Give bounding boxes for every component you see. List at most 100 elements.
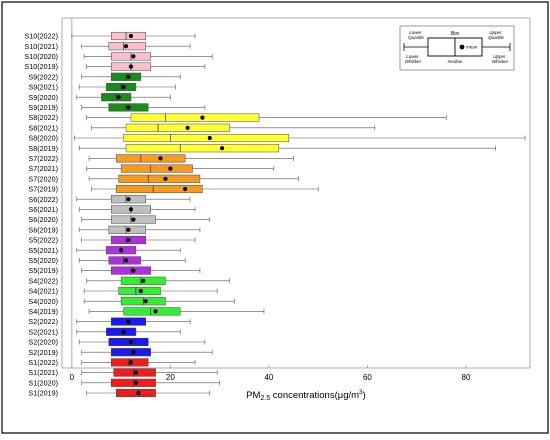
legend-lower-whisker-line1: Lower xyxy=(406,54,419,59)
y-tick-label: S10(2022) xyxy=(24,32,58,41)
x-axis-label-suffix: concentrations(µg/m xyxy=(270,390,359,401)
y-tick-label: S8(2020) xyxy=(28,134,58,143)
legend-upper-quartile-line2: Quartile xyxy=(488,35,504,40)
y-tick-label: S7(2020) xyxy=(28,174,58,183)
box-s2-2022-mean xyxy=(126,319,131,324)
box-s4-2019-iqr xyxy=(123,307,181,316)
x-axis-label: PM2.5 concentrations(µg/m3) xyxy=(246,389,366,402)
box-s6-2019-mean xyxy=(126,227,131,232)
box-s5-2022-mean xyxy=(126,237,131,243)
y-tick-label: S10(2019) xyxy=(24,62,58,71)
x-axis-ticks: 0 20 40 60 80 xyxy=(70,365,471,382)
y-tick-label: S4(2020) xyxy=(28,297,58,306)
y-tick-label: S5(2022) xyxy=(28,236,58,245)
box-s4-2019-mean xyxy=(153,309,158,314)
box-s6-2022-mean xyxy=(126,197,131,202)
box-s7-2022-iqr xyxy=(115,154,186,163)
legend-mean-dot xyxy=(459,44,465,50)
legend: Box mean median Lower Quartile Upper Qua… xyxy=(399,25,515,71)
y-tick-label: S4(2021) xyxy=(28,287,58,296)
legend-median-label: median xyxy=(448,59,463,64)
y-axis-labels: S10(2022)S10(2021)S10(2020)S10(2019)S9(2… xyxy=(24,32,58,398)
x-tick-label: 0 xyxy=(70,373,75,382)
y-tick-label: S8(2022) xyxy=(28,113,58,122)
box-s10-2019-mean xyxy=(128,64,134,69)
x-axis-label-prefix: PM xyxy=(246,390,260,401)
box-s4-2022-mean xyxy=(141,278,146,283)
box-s1-2020-mean xyxy=(133,380,138,385)
box-s8-2020-iqr xyxy=(123,133,289,143)
box-s8-2021-mean xyxy=(185,125,190,130)
box-s8-2022-mean xyxy=(200,115,205,120)
y-tick-label: S7(2022) xyxy=(28,154,58,163)
box-s10-2022-iqr xyxy=(111,31,146,41)
box-s2-2020-iqr xyxy=(108,337,149,347)
box-s8-2019-iqr xyxy=(125,144,280,153)
y-tick-label: S2(2022) xyxy=(28,317,58,326)
y-tick-label: S6(2020) xyxy=(28,215,58,224)
box-s9-2019-mean xyxy=(126,105,131,110)
box-s7-2019-mean xyxy=(183,186,188,192)
y-tick-label: S9(2022) xyxy=(28,72,58,81)
y-tick-label: S4(2019) xyxy=(28,307,58,316)
x-tick-label: 60 xyxy=(363,373,372,382)
box-s1-2022-mean xyxy=(128,360,134,365)
box-s5-2020-mean xyxy=(123,258,129,263)
box-s7-2022-mean xyxy=(158,156,163,161)
y-tick-label: S5(2021) xyxy=(28,246,58,255)
y-tick-label: S1(2022) xyxy=(28,358,58,367)
y-tick-label: S1(2019) xyxy=(28,389,58,398)
legend-box-label: Box xyxy=(451,31,460,37)
box-s4-2021-mean xyxy=(138,288,143,294)
y-tick-label: S7(2021) xyxy=(28,164,58,173)
box-s1-2019-iqr xyxy=(115,388,156,398)
y-tick-label: S7(2019) xyxy=(28,185,58,194)
legend-upper-quartile-label: Upper Quartile xyxy=(488,30,504,40)
box-series xyxy=(71,31,526,398)
x-tick-label: 80 xyxy=(462,373,471,382)
legend-lower-quartile-line2: Quartile xyxy=(408,35,424,40)
box-s8-2022-iqr xyxy=(130,113,260,122)
box-s8-2020-mean xyxy=(207,135,212,141)
legend-upper-whisker-line2: Whisker xyxy=(492,59,509,64)
legend-lower-whisker-line2: Whisker xyxy=(405,59,422,64)
y-tick-label: S1(2021) xyxy=(28,368,58,377)
y-tick-label: S5(2020) xyxy=(28,256,58,265)
box-s1-2021-mean xyxy=(133,370,138,375)
legend-upper-whisker-line1: Upper xyxy=(493,54,506,59)
legend-mean-label: mean xyxy=(466,45,478,50)
box-s8-2019-mean xyxy=(220,146,225,151)
legend-lower-quartile-label: Lower Quartile xyxy=(408,30,424,40)
box-s2-2020-mean xyxy=(128,339,134,345)
box-s2-2021-mean xyxy=(121,329,126,334)
y-tick-label: S6(2022) xyxy=(28,195,58,204)
box-s7-2019-iqr xyxy=(115,184,203,194)
box-s6-2020-mean xyxy=(131,217,136,222)
y-tick-label: S2(2021) xyxy=(28,327,58,336)
box-s7-2020-mean xyxy=(163,176,168,181)
box-s7-2020-iqr xyxy=(118,174,201,183)
y-tick-label: S2(2020) xyxy=(28,338,58,347)
box-s5-2021-mean xyxy=(119,248,124,253)
legend-upper-whisker-label: Upper Whisker xyxy=(492,54,509,64)
x-tick-label: 20 xyxy=(166,373,175,382)
x-tick-label: 40 xyxy=(264,373,273,382)
y-tick-label: S1(2020) xyxy=(28,378,58,387)
y-tick-label: S6(2021) xyxy=(28,205,58,214)
box-s10-2020-mean xyxy=(131,54,136,59)
y-tick-label: S8(2021) xyxy=(28,123,58,132)
y-tick-label: S9(2020) xyxy=(28,93,58,102)
box-s5-2019-mean xyxy=(131,268,136,273)
box-s7-2021-mean xyxy=(168,166,173,171)
y-tick-label: S10(2020) xyxy=(24,52,58,61)
box-s9-2022-mean xyxy=(126,74,131,79)
box-s9-2021-mean xyxy=(121,84,126,90)
box-s1-2019-mean xyxy=(136,390,141,396)
y-tick-label: S9(2019) xyxy=(28,103,58,112)
x-axis-label-sub: 2.5 xyxy=(260,395,270,402)
legend-lower-whisker-label: Lower Whisker xyxy=(405,54,422,64)
y-tick-label: S2(2019) xyxy=(28,348,58,357)
y-tick-label: S8(2019) xyxy=(28,144,58,153)
